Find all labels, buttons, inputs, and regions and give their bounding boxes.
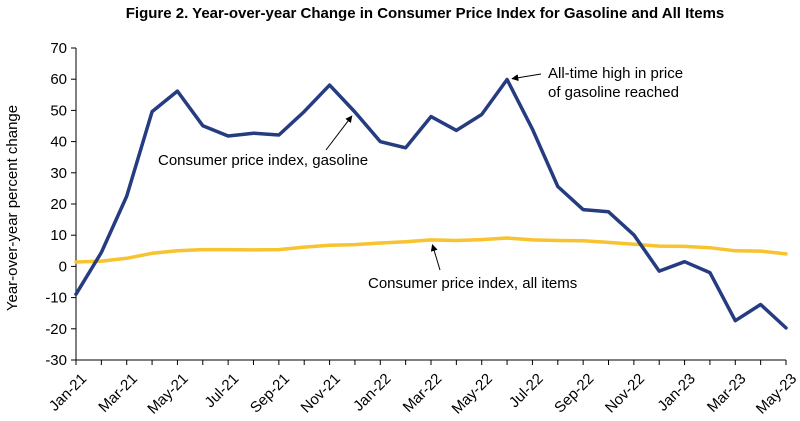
x-tick-label: Mar-22 [400, 370, 446, 416]
axes [75, 48, 786, 361]
y-tick-label: 20 [50, 196, 67, 213]
y-axis-label: Year-over-year percent change [4, 105, 21, 311]
annotation-arrow [430, 244, 441, 271]
x-tick-label: Jan-22 [350, 370, 394, 414]
chart-title: Figure 2. Year-over-year Change in Consu… [126, 5, 725, 22]
x-tick-label: Mar-23 [704, 370, 750, 416]
y-tick-label: 70 [50, 40, 67, 57]
x-tick-label: May-21 [144, 370, 191, 417]
x-tick-label: May-23 [753, 370, 800, 417]
y-tick-label: 60 [50, 71, 67, 88]
y-axis-ticks: 70 60 50 40 30 20 10 0 -10 -20 -30 [45, 40, 76, 369]
x-tick-label: May-22 [449, 370, 496, 417]
y-tick-label: -20 [45, 321, 67, 338]
annotations: All-time high in price of gasoline reache… [158, 65, 683, 292]
y-tick-label: 40 [50, 134, 67, 151]
y-tick-label: 0 [59, 258, 67, 275]
x-tick-label: Nov-21 [298, 370, 344, 416]
y-tick-label: 30 [50, 165, 67, 182]
y-tick-label: 10 [50, 227, 67, 244]
x-tick-label: Jan-23 [654, 370, 698, 414]
x-tick-label: Mar-21 [95, 370, 141, 416]
annotation-arrow [325, 115, 353, 151]
y-tick-label: -10 [45, 290, 67, 307]
y-tick-label: 50 [50, 102, 67, 119]
annotation-label: All-time high in price [548, 65, 683, 82]
x-tick-label: Jul-22 [506, 370, 547, 411]
x-tick-label: Jan-21 [46, 370, 90, 414]
x-tick-label: Nov-22 [602, 370, 648, 416]
series-layer [74, 77, 788, 330]
y-tick-label: -30 [45, 352, 67, 369]
x-tick-label: Sep-21 [247, 370, 293, 416]
annotation-label: Consumer price index, gasoline [158, 152, 368, 169]
annotation-label: Consumer price index, all items [368, 275, 577, 292]
series-line-all-items [74, 236, 788, 264]
annotation-arrow [511, 73, 542, 82]
x-tick-label: Jul-21 [201, 370, 242, 411]
series-line-gasoline [74, 77, 788, 330]
x-axis-ticks: Jan-21 Mar-21 May-21 Jul-21 Sep-21 Nov-21 Jan-… [46, 360, 800, 418]
x-tick-label: Sep-22 [551, 370, 597, 416]
annotation-label: of gasoline reached [548, 84, 679, 101]
